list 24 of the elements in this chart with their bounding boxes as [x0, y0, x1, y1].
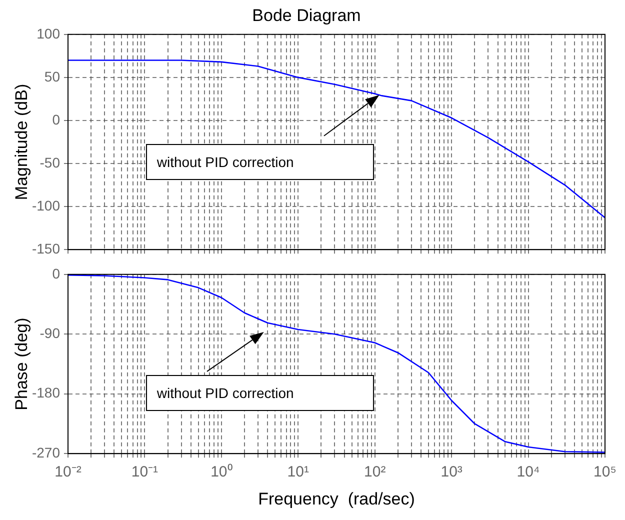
x-tick-label: 10⁻²: [54, 464, 82, 481]
x-axis-title: Frequency (rad/sec): [258, 489, 415, 508]
y-tick-label: -270: [32, 444, 60, 460]
y-tick-label: 0: [52, 111, 60, 128]
y-tick-label: -50: [40, 154, 60, 170]
y-tick-label: -150: [32, 240, 60, 256]
y-tick-label: 50: [44, 68, 60, 84]
chart-title: Bode Diagram: [252, 6, 361, 25]
x-tick-label: 10⁰: [210, 464, 232, 481]
y-tick-label: -90: [40, 324, 60, 341]
x-tick-label: 10¹: [287, 464, 309, 481]
y-tick-label: 100: [36, 25, 60, 42]
x-tick-label: 10⁴: [516, 464, 540, 481]
y-tick-label: 0: [52, 265, 60, 282]
x-tick-label: 10⁻¹: [131, 464, 158, 481]
annotation: without PID correction: [156, 154, 294, 170]
y-axis-title: Magnitude (dB): [12, 84, 31, 200]
y-tick-label: -100: [32, 197, 60, 214]
x-tick-label: 10⁵: [594, 464, 616, 481]
y-axis-title: Phase (deg): [12, 318, 31, 410]
x-tick-label: 10²: [364, 464, 386, 481]
x-tick-label: 10³: [440, 464, 462, 481]
y-tick-label: -180: [32, 384, 60, 401]
annotation: without PID correction: [156, 384, 294, 401]
